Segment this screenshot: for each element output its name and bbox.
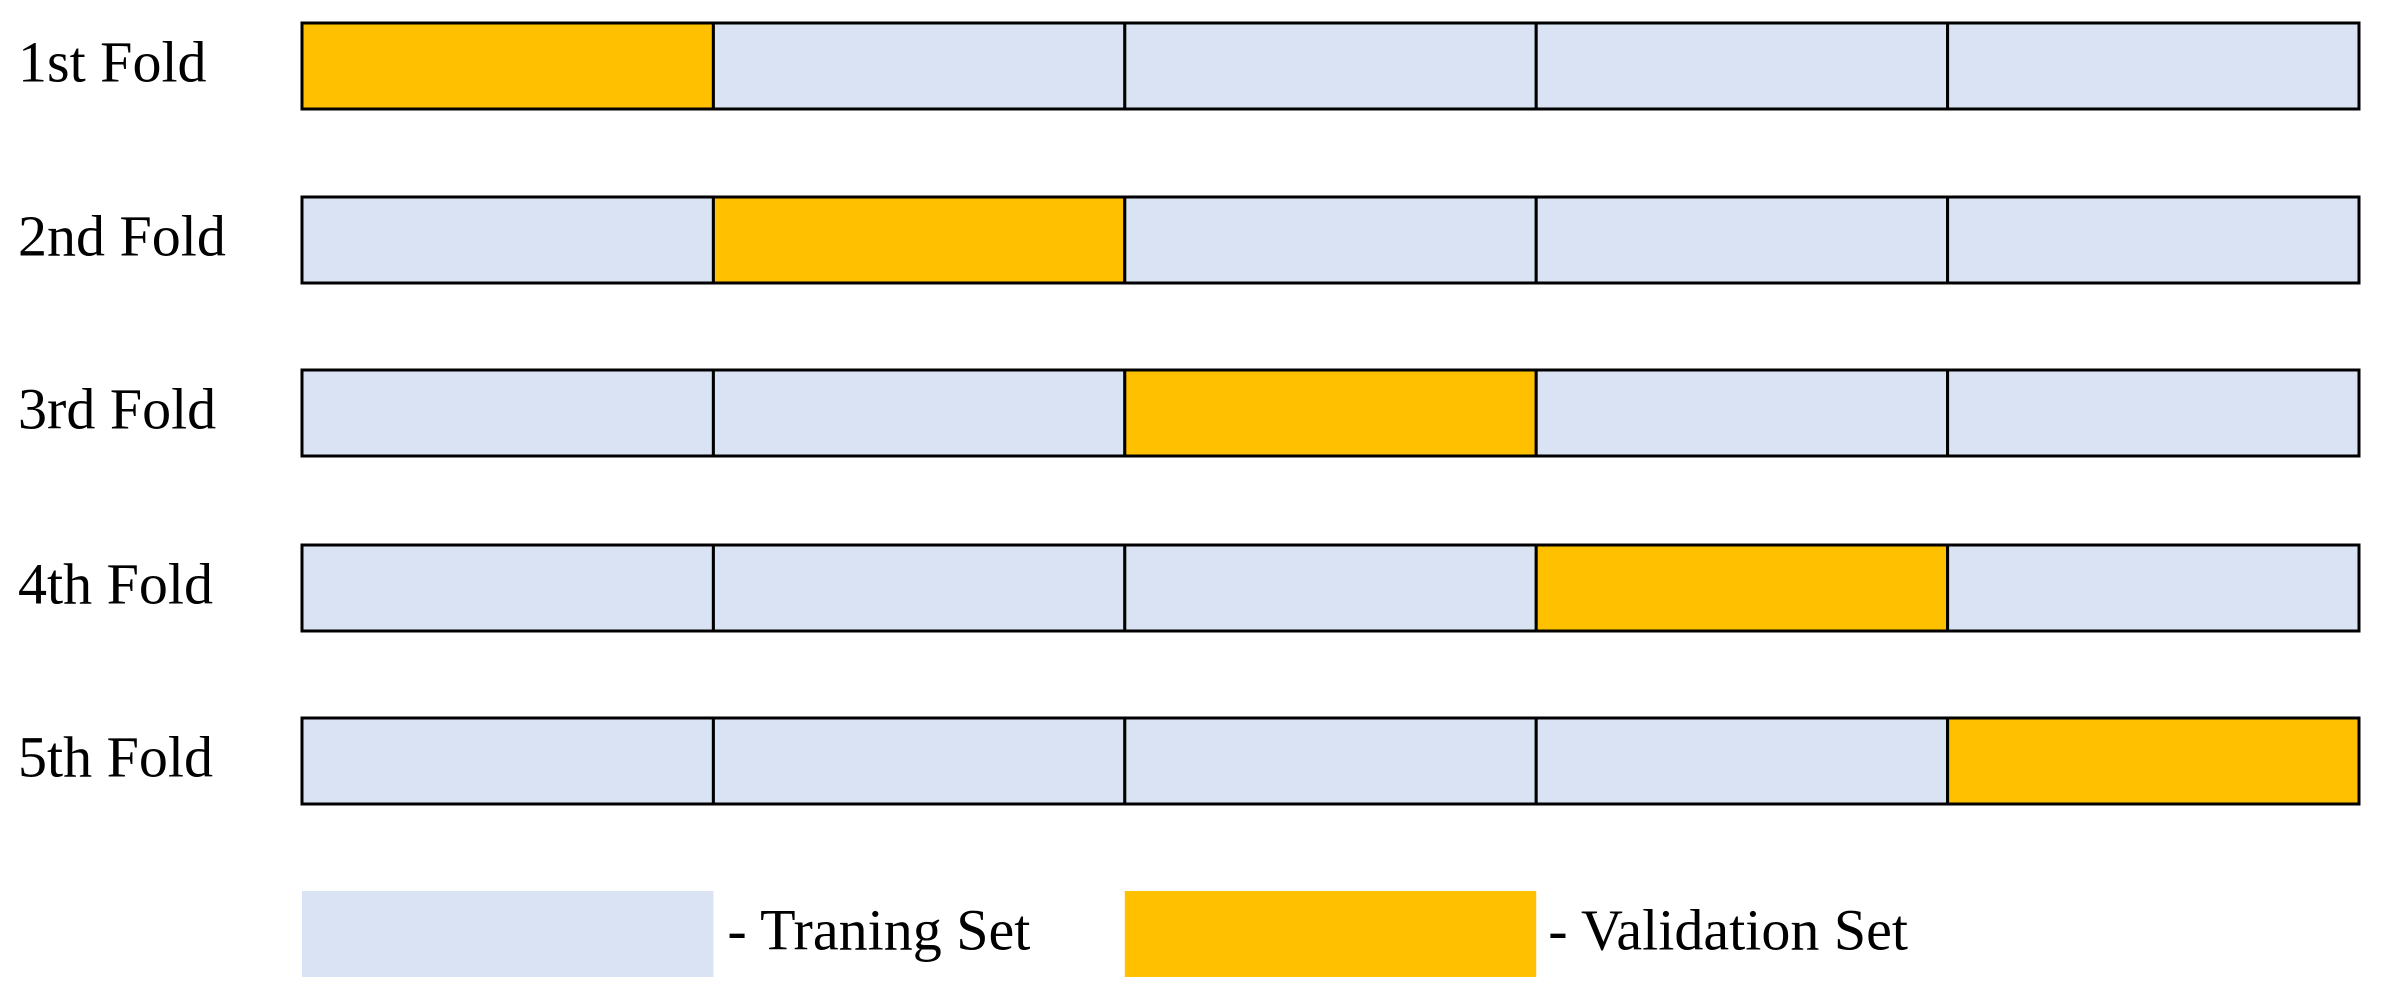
training-block — [300, 368, 715, 458]
training-block — [1123, 716, 1538, 806]
training-block — [1123, 195, 1538, 285]
legend-validation-label: - Validation Set — [1548, 897, 1908, 962]
fold-label: 1st Fold — [18, 29, 207, 94]
training-block — [1123, 21, 1538, 111]
legend-training-swatch — [302, 891, 714, 977]
training-block — [300, 716, 715, 806]
training-block — [1534, 716, 1950, 806]
training-block — [1534, 21, 1950, 111]
validation-block — [1123, 368, 1538, 458]
training-block — [1534, 195, 1950, 285]
training-block — [1946, 21, 2361, 111]
training-block — [1946, 195, 2361, 285]
training-block — [1534, 368, 1950, 458]
validation-block — [1534, 543, 1950, 633]
validation-block — [300, 21, 715, 111]
training-block — [711, 716, 1127, 806]
fold-label: 3rd Fold — [18, 376, 216, 441]
fold-label: 2nd Fold — [18, 203, 226, 268]
validation-block — [1946, 716, 2361, 806]
training-block — [711, 21, 1127, 111]
training-block — [300, 195, 715, 285]
training-block — [1946, 543, 2361, 633]
training-block — [711, 368, 1127, 458]
training-block — [300, 543, 715, 633]
fold-label: 5th Fold — [18, 724, 213, 789]
training-block — [711, 543, 1127, 633]
legend-training-label: - Traning Set — [727, 897, 1030, 962]
training-block — [1946, 368, 2361, 458]
validation-block — [711, 195, 1127, 285]
legend-validation-swatch — [1124, 891, 1537, 977]
training-block — [1123, 543, 1538, 633]
fold-label: 4th Fold — [18, 551, 213, 616]
